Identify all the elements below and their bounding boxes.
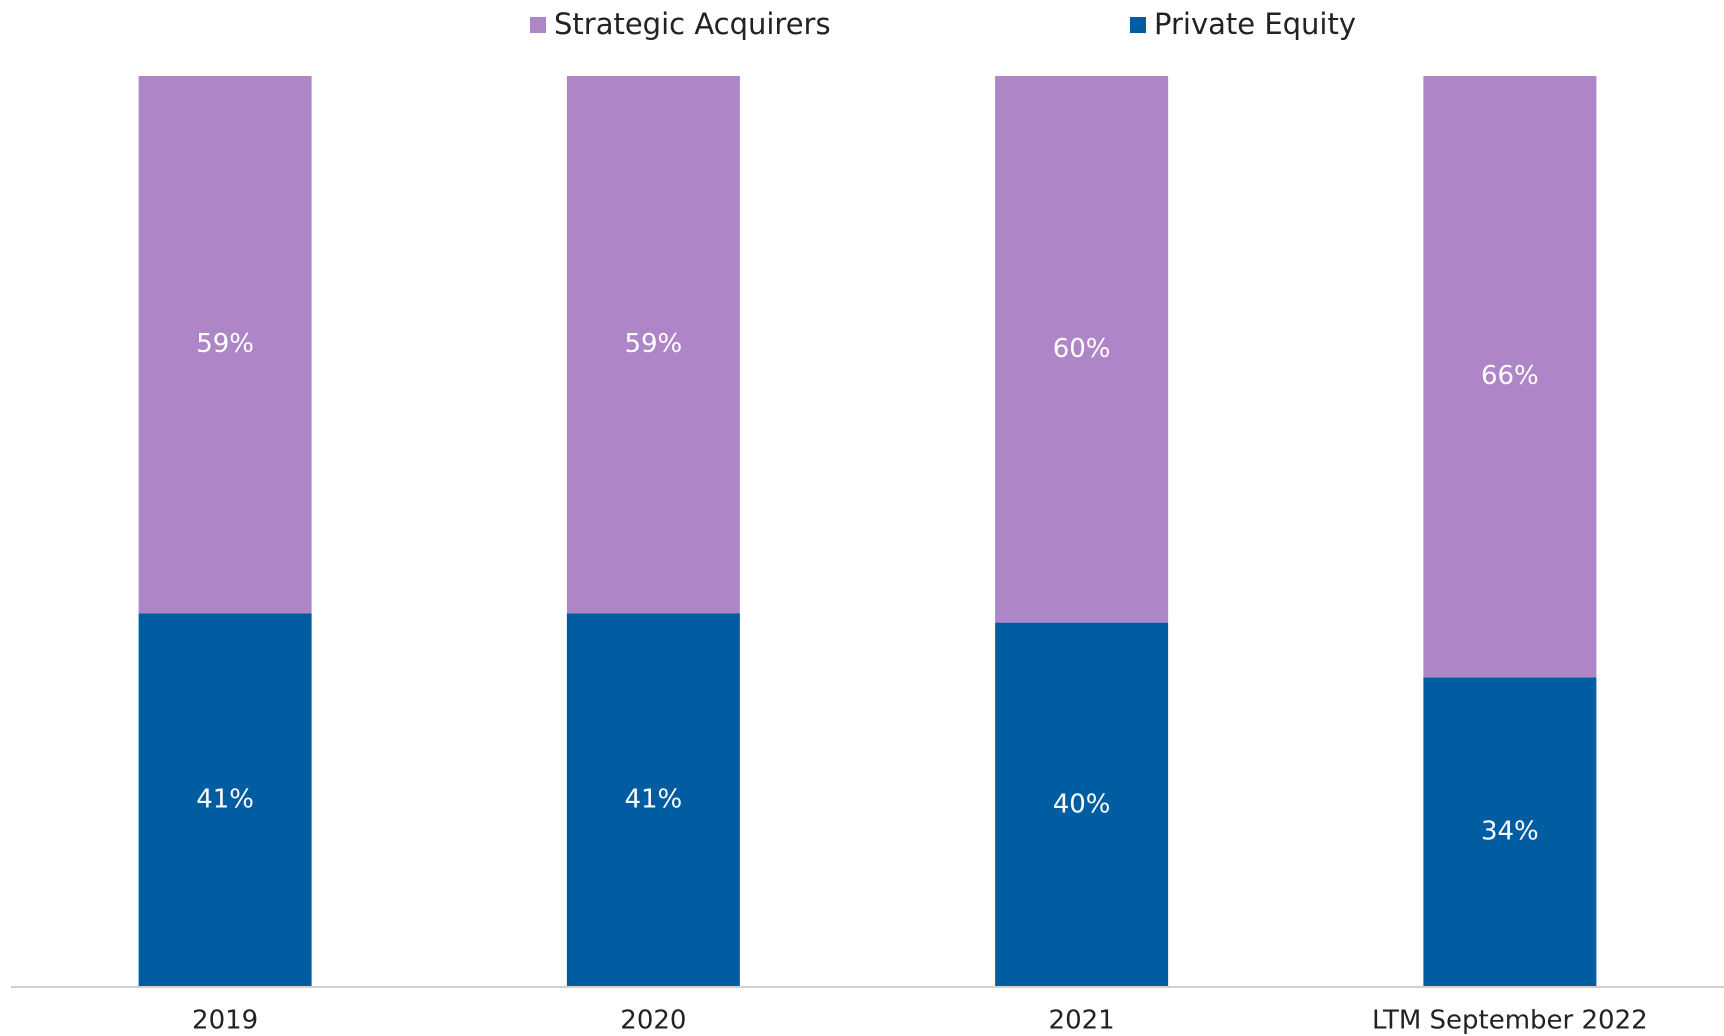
x-tick-label: 2020 [620,1006,686,1036]
data-label: 59% [196,329,254,359]
data-label: 40% [1053,789,1111,819]
bar-segment [566,76,740,614]
data-label: 59% [624,329,682,359]
bar-segment [138,76,312,614]
legend-label: Private Equity [1154,7,1356,41]
bar-segment [1423,76,1597,678]
x-tick-label: 2021 [1049,1006,1115,1036]
data-label: 66% [1481,361,1539,391]
bar-segment [1423,677,1597,987]
data-label: 34% [1481,817,1539,847]
data-label: 41% [624,785,682,815]
bar-segment [995,76,1169,623]
bar-segment [566,613,740,987]
bar-segment [138,613,312,987]
legend-label: Strategic Acquirers [554,7,831,41]
x-tick-label: LTM September 2022 [1372,1006,1648,1036]
x-tick-label: 2019 [192,1006,258,1036]
legend-swatch [1130,17,1146,33]
data-label: 60% [1053,334,1111,364]
data-label: 41% [196,785,254,815]
bar-segment [995,622,1169,987]
legend-swatch [530,17,546,33]
